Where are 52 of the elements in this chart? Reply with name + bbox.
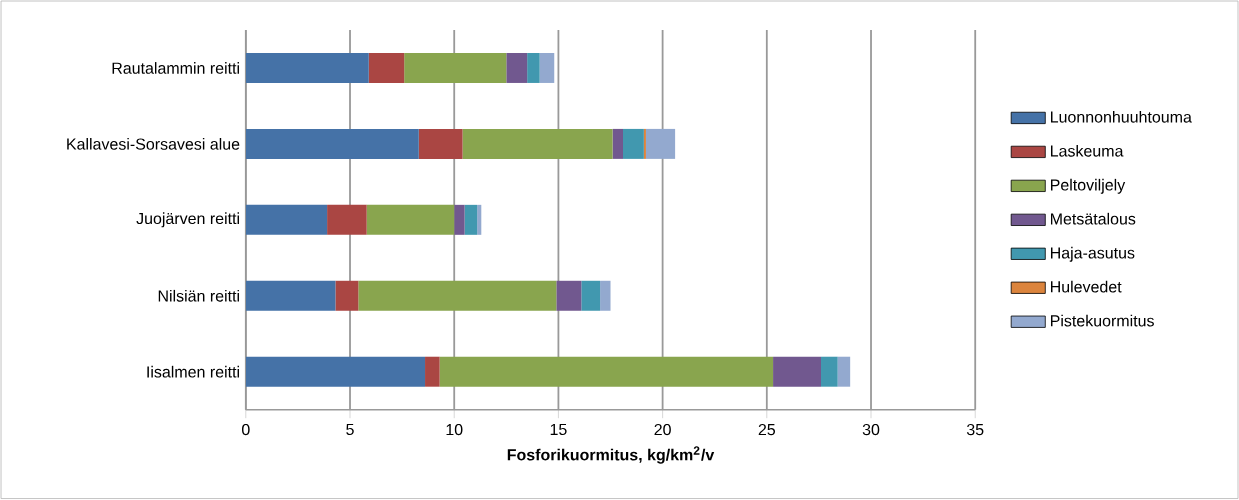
bar (821, 356, 838, 387)
bar (404, 53, 507, 84)
x-tick-label: 30 (862, 424, 880, 436)
y-tick-label: Rautalammin reitti (112, 62, 239, 75)
y-tick-label: Iisalmen reitti (147, 366, 239, 378)
bar (612, 129, 624, 160)
y-tick-label: Kallavesi-Sorsavesi alue (67, 138, 240, 150)
bar (245, 205, 328, 236)
x-tick-label: 5 (346, 424, 354, 436)
bar (335, 280, 359, 311)
bar (643, 129, 646, 160)
bar (623, 129, 644, 160)
legend-label: Hulevedet (1051, 280, 1122, 293)
bar (425, 356, 440, 387)
bar (368, 53, 405, 84)
y-tick-label: Nilsiän reitti (158, 290, 239, 302)
bar (439, 356, 774, 387)
bar (327, 205, 367, 236)
bar (645, 129, 676, 160)
bar (418, 129, 463, 160)
bar (600, 280, 611, 311)
y-tick-label: Juojärven reitti (136, 212, 239, 228)
x-tick-label: 35 (966, 424, 984, 436)
legend-label: Pistekuormitus (1051, 314, 1154, 327)
x-axis-title: Fosforikuormitus, kg/km$^{2}$/v (507, 446, 715, 464)
bar (454, 205, 465, 236)
legend-label: Metsätalous (1051, 213, 1136, 225)
x-tick-label: 0 (242, 424, 250, 436)
bar (539, 53, 555, 84)
bar (245, 53, 369, 84)
bar (464, 205, 478, 236)
bar (556, 280, 582, 311)
legend-label: Luonnonhuuhtouma (1051, 111, 1192, 123)
bar (837, 356, 851, 387)
bar (506, 53, 528, 84)
legend-label: Haja-asutus (1051, 247, 1135, 262)
x-tick-label: 25 (758, 424, 776, 436)
x-tick-label: 20 (654, 424, 671, 436)
legend-label: Laskeuma (1051, 145, 1124, 157)
bar (358, 280, 557, 311)
bar (366, 205, 455, 236)
bar (245, 356, 426, 387)
bar (581, 280, 601, 311)
legend-label: Peltoviljely (1051, 179, 1126, 194)
bar (245, 280, 336, 311)
bar (245, 129, 419, 160)
bar (462, 129, 613, 160)
bar (773, 356, 821, 387)
bar (477, 205, 482, 236)
x-tick-label: 15 (550, 424, 567, 436)
x-tick-label: 10 (446, 424, 463, 436)
bar (527, 53, 540, 84)
